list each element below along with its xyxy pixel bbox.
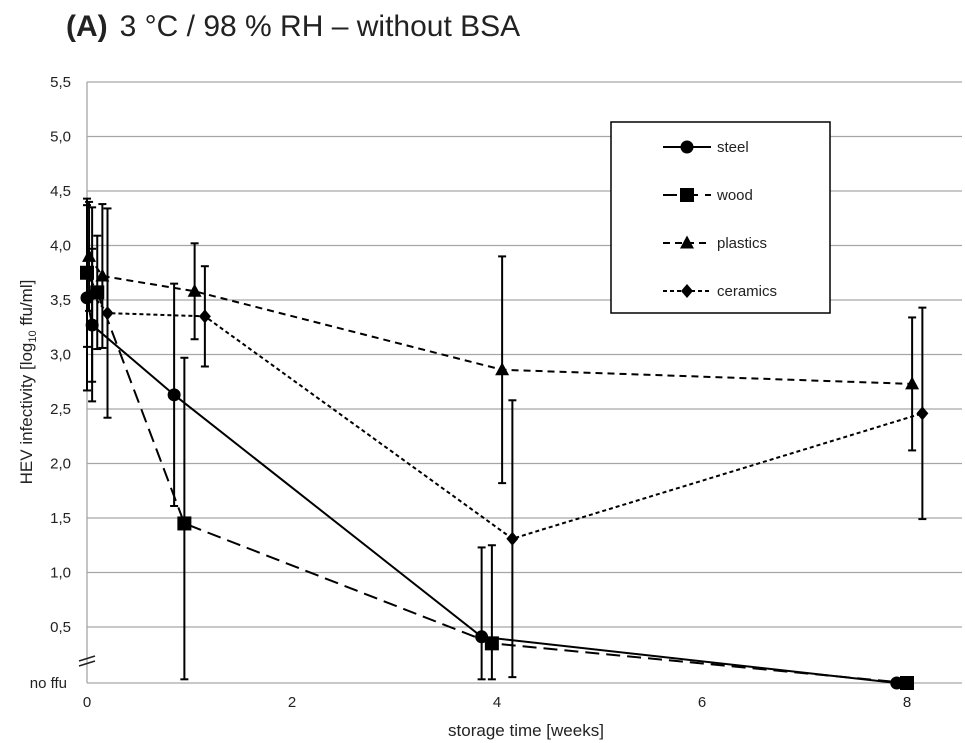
- legend-diamond-marker: [681, 284, 693, 298]
- diamond-marker: [506, 531, 519, 546]
- diamond-marker: [101, 306, 114, 321]
- y-axis-label-subscript: 10: [27, 330, 39, 342]
- square-marker: [484, 636, 499, 651]
- y-axis-label-prefix: HEV infectivity [log: [17, 343, 36, 485]
- x-tick-label: 8: [903, 694, 911, 711]
- y-tick-label: 2,0: [50, 456, 71, 473]
- series-line: [86, 272, 908, 684]
- x-tick-label: 4: [493, 694, 501, 711]
- legend-label: ceramics: [717, 283, 777, 300]
- series-line: [88, 255, 913, 385]
- tick-labels: 5,5 5,0 4,5 4,0 3,5 3,0 2,5 2,0 1,5 1,0 0,5 no ffu 0…: [30, 74, 911, 711]
- series-line: [91, 293, 923, 540]
- y-tick-label: 3,0: [50, 347, 71, 364]
- legend-label: wood: [716, 187, 753, 204]
- legend-label: steel: [717, 139, 749, 156]
- y-tick-label: 1,5: [50, 510, 71, 527]
- x-axis-label: storage time [weeks]: [448, 721, 604, 740]
- series-plastics: [82, 200, 920, 485]
- legend-circle-marker: [680, 140, 694, 154]
- series-wood: [80, 197, 914, 690]
- chart-title-text: 3 °C / 98 % RH – without BSA: [119, 10, 521, 43]
- triangle-marker: [905, 376, 920, 390]
- series-ceramics: [86, 206, 929, 679]
- x-tick-label: 0: [83, 694, 91, 711]
- y-axis-label: HEV infectivity [log10 ffu/ml]: [17, 280, 39, 485]
- y-tick-label-no-ffu: no ffu: [30, 675, 67, 692]
- diamond-marker: [198, 309, 211, 324]
- legend-triangle-marker: [680, 235, 694, 249]
- triangle-marker: [495, 362, 510, 376]
- circle-marker: [167, 388, 181, 402]
- x-tick-label: 6: [698, 694, 706, 711]
- y-tick-label: 4,0: [50, 238, 71, 255]
- y-tick-label: 3,5: [50, 292, 71, 309]
- axis-break-mark: [78, 660, 96, 667]
- diamond-marker: [916, 406, 929, 421]
- square-marker: [80, 265, 94, 280]
- triangle-marker: [95, 268, 110, 282]
- legend-square-marker: [680, 188, 694, 202]
- y-tick-label: 4,5: [50, 183, 71, 200]
- y-tick-label: 1,0: [50, 565, 71, 582]
- square-marker: [900, 676, 914, 690]
- triangle-marker: [187, 283, 202, 297]
- legend: steel wood plastics ceramics: [610, 121, 831, 314]
- axis-break-mark: [78, 655, 96, 662]
- legend-box: [610, 121, 831, 314]
- plot-area: [80, 197, 929, 690]
- panel-label: (A): [66, 10, 108, 43]
- y-tick-label: 2,5: [50, 401, 71, 418]
- diamond-marker: [86, 287, 99, 302]
- y-tick-label: 5,5: [50, 74, 71, 91]
- square-marker: [177, 516, 192, 531]
- y-tick-label: 5,0: [50, 129, 71, 146]
- y-tick-label: 0,5: [50, 619, 71, 636]
- chart-title: (A) 3 °C / 98 % RH – without BSA: [66, 10, 520, 44]
- y-axis-label-suffix: ffu/ml]: [17, 280, 36, 331]
- triangle-marker: [82, 248, 97, 262]
- legend-label: plastics: [717, 235, 767, 252]
- x-tick-label: 2: [288, 694, 296, 711]
